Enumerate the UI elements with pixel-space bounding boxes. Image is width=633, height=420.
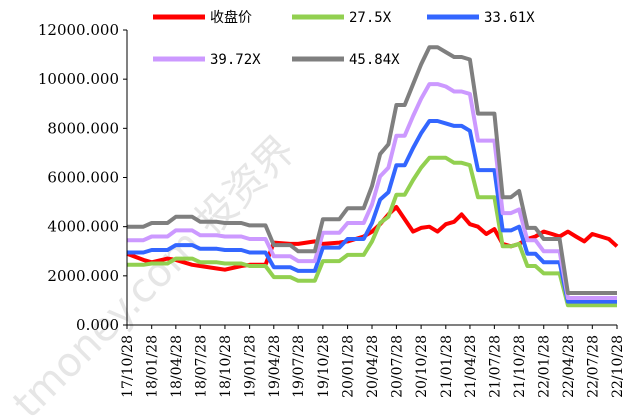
x-tick-label: 22/10/28 <box>610 335 626 398</box>
legend-label-1: 27.5X <box>349 10 392 26</box>
y-tick-label: 6000.000 <box>47 169 119 187</box>
x-tick-label: 22/04/28 <box>561 335 577 398</box>
x-tick-label: 20/04/28 <box>365 335 381 398</box>
series-line-0 <box>126 205 619 272</box>
legend: 收盘价 27.5X 33.61X 39.72X 45.84X <box>153 9 535 68</box>
series-line-4 <box>127 45 617 295</box>
y-tick-label: 2000.000 <box>47 267 119 285</box>
legend-label-3: 39.72X <box>210 52 261 68</box>
y-tick-label: 4000.000 <box>47 218 119 236</box>
x-tick-label: 22/01/28 <box>537 335 553 398</box>
plot-lines <box>126 45 619 308</box>
x-tick-label: 18/07/28 <box>193 335 209 398</box>
x-tick-label: 17/10/28 <box>120 335 136 398</box>
x-tick-label: 22/07/28 <box>585 335 601 398</box>
x-tick-label: 19/04/28 <box>267 335 283 398</box>
y-tick-label: 8000.000 <box>47 119 119 137</box>
x-tick-label: 19/07/28 <box>291 335 307 398</box>
y-tick-label: 12000.000 <box>38 21 119 39</box>
x-tick-label: 18/04/28 <box>169 335 185 398</box>
legend-label-0: 收盘价 <box>210 9 252 26</box>
x-tick-label: 20/07/28 <box>389 335 405 398</box>
x-tick-label: 18/10/28 <box>218 335 234 398</box>
x-tick-label: 20/01/28 <box>341 335 357 398</box>
x-tick-label: 21/07/28 <box>487 335 503 398</box>
series-line-2 <box>127 119 617 304</box>
legend-label-2: 33.61X <box>484 10 535 26</box>
x-tick-label: 20/10/28 <box>414 335 430 398</box>
x-tick-label: 21/10/28 <box>512 335 528 398</box>
series-line-1 <box>127 155 617 308</box>
x-tick-label: 21/01/28 <box>439 335 455 398</box>
series-line-3 <box>127 82 617 300</box>
legend-label-4: 45.84X <box>349 52 400 68</box>
x-tick-label: 19/01/28 <box>243 335 259 398</box>
y-tick-label: 0.000 <box>76 316 119 334</box>
x-tick-label: 18/01/28 <box>145 335 161 398</box>
x-tick-label: 19/10/28 <box>316 335 332 398</box>
axes: 0.000 2000.000 4000.000 6000.000 8000.000 100… <box>38 21 626 398</box>
y-tick-label: 10000.000 <box>38 70 119 88</box>
x-tick-label: 21/04/28 <box>463 335 479 398</box>
